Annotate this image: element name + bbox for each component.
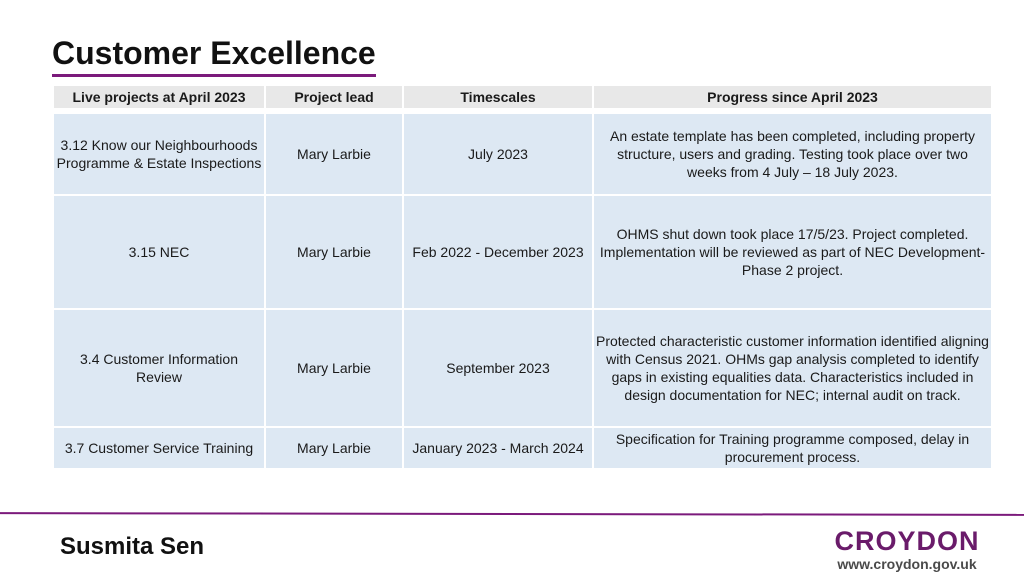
cell-timescale: September 2023 — [404, 308, 592, 426]
header-progress: Progress since April 2023 — [594, 86, 991, 108]
cell-lead: Mary Larbie — [266, 426, 402, 468]
cell-progress: OHMS shut down took place 17/5/23. Proje… — [594, 194, 991, 308]
cell-project: 3.12 Know our Neighbourhoods Programme &… — [54, 112, 264, 194]
cell-project: 3.15 NEC — [54, 194, 264, 308]
cell-progress: An estate template has been completed, i… — [594, 112, 991, 194]
croydon-logo: CROYDON www.croydon.gov.uk — [834, 526, 980, 572]
cell-project: 3.7 Customer Service Training — [54, 426, 264, 468]
cell-progress: Specification for Training programme com… — [594, 426, 991, 468]
cell-lead: Mary Larbie — [266, 112, 402, 194]
cell-timescale: July 2023 — [404, 112, 592, 194]
header-timescales: Timescales — [404, 86, 592, 108]
logo-url: www.croydon.gov.uk — [837, 556, 977, 572]
logo-wordmark: CROYDON — [834, 526, 980, 556]
cell-timescale: Feb 2022 - December 2023 — [404, 194, 592, 308]
cell-progress: Protected characteristic customer inform… — [594, 308, 991, 426]
author-name: Susmita Sen — [60, 533, 205, 560]
page-title: Customer Excellence — [52, 34, 376, 77]
table-row: 3.15 NEC Mary Larbie Feb 2022 - December… — [54, 194, 991, 308]
header-project-lead: Project lead — [266, 86, 402, 108]
footer-divider — [0, 512, 1024, 516]
table-row: 3.12 Know our Neighbourhoods Programme &… — [54, 112, 991, 194]
cell-lead: Mary Larbie — [266, 308, 402, 426]
projects-table: Live projects at April 2023 Project lead… — [52, 86, 993, 468]
table-header-row: Live projects at April 2023 Project lead… — [54, 86, 991, 108]
header-live-projects: Live projects at April 2023 — [54, 86, 264, 108]
table-row: 3.7 Customer Service Training Mary Larbi… — [54, 426, 991, 468]
cell-lead: Mary Larbie — [266, 194, 402, 308]
cell-timescale: January 2023 - March 2024 — [404, 426, 592, 468]
cell-project: 3.4 Customer Information Review — [54, 308, 264, 426]
table-row: 3.4 Customer Information Review Mary Lar… — [54, 308, 991, 426]
